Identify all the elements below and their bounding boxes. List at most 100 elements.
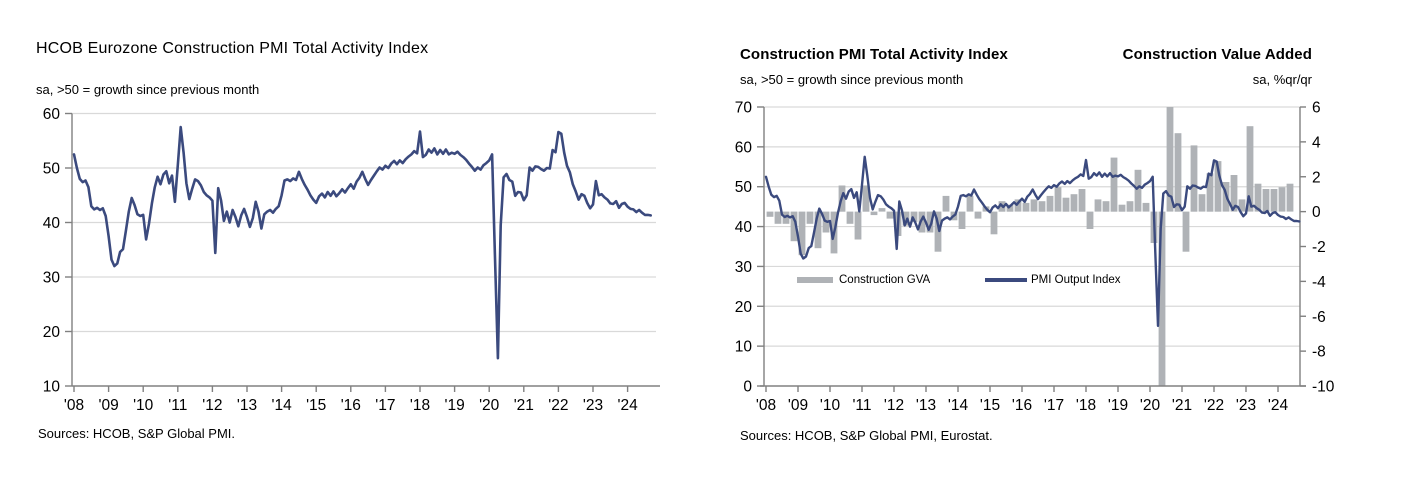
gva-bar — [766, 211, 774, 217]
right-y-tick-label: -4 — [1312, 274, 1326, 291]
left-chart-subtitle: sa, >50 = growth since previous month — [36, 82, 260, 97]
x-tick-label: '23 — [1236, 397, 1256, 414]
gva-bar — [1190, 145, 1198, 212]
right-y-tick-label: -8 — [1312, 344, 1326, 361]
gva-bar — [1046, 195, 1054, 212]
pmi-total-activity-line — [72, 125, 653, 360]
gva-bar — [934, 211, 942, 252]
gva-bar — [1054, 187, 1062, 212]
x-tick-label: '10 — [820, 397, 841, 414]
gva-bar — [854, 211, 862, 240]
gva-bar — [910, 211, 918, 223]
right-y-tick-label: -10 — [1312, 379, 1335, 396]
legend-label-gva: Construction GVA — [839, 274, 931, 286]
gva-bar — [1270, 189, 1278, 212]
gva-bar — [1214, 161, 1222, 212]
left-y-tick-label: 30 — [735, 259, 753, 276]
left-chart-title: HCOB Eurozone Construction PMI Total Act… — [36, 40, 429, 57]
gva-bar — [1030, 199, 1038, 212]
x-tick-label: '12 — [202, 397, 222, 414]
x-tick-label: '09 — [788, 397, 808, 414]
x-tick-label: '15 — [980, 397, 1000, 414]
right-y-tick-label: -2 — [1312, 239, 1326, 256]
gva-bar — [1070, 194, 1078, 212]
right-chart-subtitle-left: sa, >50 = growth since previous month — [740, 72, 964, 87]
x-tick-label: '21 — [1172, 397, 1192, 414]
x-tick-label: '19 — [444, 397, 464, 414]
gva-bar — [1014, 199, 1022, 212]
gva-bar — [1166, 107, 1174, 212]
x-tick-label: '15 — [306, 397, 326, 414]
x-tick-label: '20 — [1140, 397, 1161, 414]
x-tick-label: '13 — [237, 397, 257, 414]
gva-bar — [774, 211, 782, 224]
gva-bar — [790, 211, 798, 242]
gva-bar — [902, 211, 910, 226]
gva-bar — [806, 211, 814, 224]
x-tick-label: '11 — [852, 397, 871, 414]
x-tick-label: '22 — [1204, 397, 1224, 414]
x-tick-label: '12 — [884, 397, 904, 414]
gva-bar — [1206, 173, 1214, 212]
gva-bar — [1102, 201, 1110, 212]
legend-item-pmi-output: PMI Output Index — [985, 274, 1121, 286]
legend-item-construction-gva: Construction GVA — [797, 274, 930, 286]
gva-bar — [926, 211, 934, 233]
gva-bar — [1142, 202, 1150, 212]
left-y-tick-label: 40 — [735, 219, 753, 236]
right-y-tick-label: -6 — [1312, 309, 1326, 326]
gva-bar-swatch — [797, 277, 833, 283]
left-y-tick-label: 60 — [735, 139, 753, 156]
x-tick-label: '18 — [410, 397, 430, 414]
x-tick-label: '20 — [479, 397, 500, 414]
gva-bar — [798, 211, 806, 256]
gva-bar — [1230, 175, 1238, 212]
x-tick-label: '22 — [548, 397, 568, 414]
x-tick-label: '16 — [1012, 397, 1032, 414]
y-tick-label: 50 — [43, 161, 61, 178]
gva-bar — [966, 195, 974, 212]
gva-bar — [814, 211, 822, 249]
left-chart-source: Sources: HCOB, S&P Global PMI. — [38, 426, 235, 441]
gva-bar — [974, 211, 982, 219]
gva-bar — [1182, 211, 1190, 252]
gva-bar — [1262, 189, 1270, 212]
gva-bar — [1238, 199, 1246, 212]
x-tick-label: '23 — [583, 397, 603, 414]
gva-bar — [918, 211, 926, 233]
left-y-tick-label: 70 — [735, 100, 753, 117]
right-y-tick-label: 0 — [1312, 204, 1321, 221]
legend-label-pmi: PMI Output Index — [1031, 274, 1121, 286]
gva-bar — [1094, 199, 1102, 212]
x-tick-label: '19 — [1108, 397, 1128, 414]
right-chart-title-pmi: Construction PMI Total Activity Index — [740, 46, 1008, 63]
y-tick-label: 40 — [43, 215, 61, 232]
x-tick-label: '16 — [341, 397, 361, 414]
gva-bar — [942, 195, 950, 212]
gva-bar — [1118, 204, 1126, 212]
left-y-tick-label: 10 — [735, 339, 753, 356]
x-tick-label: '21 — [514, 397, 534, 414]
y-tick-label: 60 — [43, 106, 61, 123]
left-y-tick-label: 50 — [735, 179, 753, 196]
right-y-tick-label: 2 — [1312, 169, 1321, 186]
gva-bar — [886, 211, 894, 219]
y-tick-label: 20 — [43, 324, 61, 341]
right-chart-subtitle-right: sa, %qr/qr — [1252, 72, 1312, 87]
gva-bar — [870, 211, 878, 216]
x-tick-label: '18 — [1076, 397, 1096, 414]
gva-bar — [1006, 204, 1014, 212]
gva-bar — [1134, 169, 1142, 212]
gva-bar — [1158, 211, 1166, 386]
y-tick-label: 10 — [43, 379, 61, 396]
right-y-tick-label: 4 — [1312, 134, 1321, 151]
right-chart-source: Sources: HCOB, S&P Global PMI, Eurostat. — [740, 428, 993, 443]
gva-bar — [1078, 189, 1086, 212]
gva-bar — [862, 185, 870, 212]
pmi-line-swatch — [985, 278, 1027, 282]
x-tick-label: '08 — [64, 397, 84, 414]
gva-bar — [1174, 133, 1182, 212]
gva-bar — [878, 208, 886, 212]
